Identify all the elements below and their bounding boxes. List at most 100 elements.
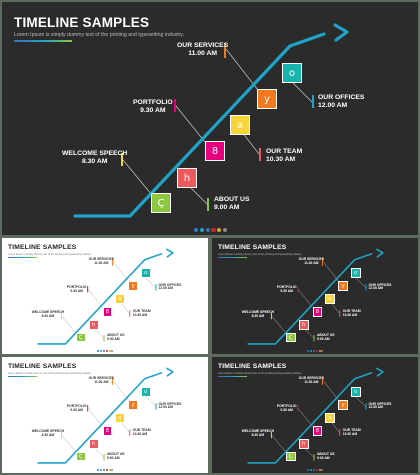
slide-subtitle: Lorem Ipsum is simply dummy text of the … [217,252,302,256]
event-time: 8.30 AM [251,314,265,319]
leader-line [122,159,153,196]
event-label: WELCOME SPEECH 8.30 AM [62,150,127,166]
event-marker [313,335,315,342]
title-accent-rule [7,375,37,377]
pagination-dot[interactable] [97,349,100,352]
pagination-dot[interactable] [102,468,105,471]
event-name: OUR TEAM [342,309,361,314]
slide-thumbnail[interactable]: TIMELINE SAMPLES Lorem Ipsum is simply du… [2,238,208,354]
leader-line [145,277,156,288]
slide-thumbnail[interactable]: TIMELINE SAMPLES Lorem Ipsum is simply du… [212,238,418,354]
event-time: 12.00 AM [158,286,173,291]
pagination-dot[interactable] [318,349,321,352]
event-time: 9.00 AM [214,203,240,211]
event-label: ABOUT US 9.00 AM [317,452,335,461]
event-tile: h [88,320,99,331]
leader-line [322,261,339,282]
leader-line [145,396,156,407]
leader-line [271,435,287,453]
pagination-dot[interactable] [105,468,108,471]
pagination-dot[interactable] [307,468,310,471]
pagination-dot[interactable] [211,228,216,233]
event-tile: h [177,168,197,188]
event-tile: o [282,63,302,83]
leader-line [88,289,103,308]
leader-line [94,447,104,458]
event-name: OUR OFFICES [158,282,182,287]
pagination-dot[interactable] [307,349,310,352]
event-icon: y [264,93,270,105]
slide-subtitle: Lorem Ipsum is simply dummy text of the … [7,371,92,375]
pagination-dot[interactable] [111,468,114,471]
pagination-dot[interactable] [108,349,111,352]
event-label: OUR TEAM 10.30 AM [342,309,361,318]
pagination-dot[interactable] [97,468,100,471]
event-time: 9.00 AM [106,455,120,460]
pagination-dot[interactable] [105,349,108,352]
pagination-dot[interactable] [309,468,312,471]
event-name: OUR OFFICES [318,94,365,101]
slide-thumbnail[interactable]: TIMELINE SAMPLES Lorem Ipsum is simply du… [212,357,418,473]
leader-line [298,408,313,427]
event-label: WELCOME SPEECH 8.30 AM [242,310,274,319]
event-icon: o [144,270,148,277]
event-name: OUR TEAM [266,148,303,155]
leader-line [291,81,313,103]
event-tile: h [298,320,309,331]
event-tile: 8 [102,306,113,317]
pagination-dot[interactable] [217,228,222,233]
arrow-head-icon [376,367,384,377]
leader-line [88,408,103,427]
event-label: PORTFOLIO 9.30 AM [133,99,173,115]
pagination-dot[interactable] [315,468,318,471]
event-tile: 8 [205,141,225,161]
event-label: WELCOME SPEECH 8.30 AM [32,310,64,319]
event-tile: o [350,387,361,398]
event-time: 9.00 AM [106,336,120,341]
pagination-dot[interactable] [315,349,318,352]
slide-dots [97,468,114,471]
event-icon: y [341,283,345,290]
pagination-dot[interactable] [222,228,228,233]
pagination-dot[interactable] [312,349,315,352]
event-icon: o [144,389,148,396]
pagination-dot[interactable] [321,349,324,352]
pagination-dot[interactable] [108,468,111,471]
event-tile: y [338,281,349,291]
arrow-head-icon [166,248,174,258]
event-icon: y [131,283,135,290]
leader-line [355,396,366,407]
event-time: 9.30 AM [140,106,166,114]
event-label: PORTFOLIO 9.30 AM [67,285,87,294]
event-marker [339,429,341,436]
pagination-dot[interactable] [111,349,114,352]
event-marker [121,153,123,166]
pagination-dot[interactable] [205,228,210,233]
event-icon: Ç [289,453,293,460]
event-icon: Ç [79,453,83,460]
event-name: WELCOME SPEECH [62,150,128,157]
pagination-dot[interactable] [102,349,105,352]
event-name: OUR SERVICES [177,42,229,49]
pagination-dot[interactable] [309,349,312,352]
slide-thumbnail[interactable]: TIMELINE SAMPLES Lorem Ipsum is simply du… [2,357,208,473]
pagination-dot[interactable] [312,468,315,471]
pagination-dot[interactable] [99,468,102,471]
event-label: ABOUT US 9.00 AM [317,333,335,342]
leader-line [61,435,77,453]
slide-title: TIMELINE SAMPLES [217,363,287,371]
arrow-head-icon [333,23,349,42]
event-time: 8.30 AM [41,314,55,319]
event-icon: h [183,172,191,184]
pagination-dot[interactable] [194,228,199,233]
pagination-dot[interactable] [99,349,102,352]
pagination-dot[interactable] [321,468,324,471]
leader-line [271,316,287,334]
pagination-dot[interactable] [318,468,321,471]
event-tile: y [128,400,139,410]
event-tile: y [338,400,349,410]
slide-subtitle: Lorem Ipsum is simply dummy text of the … [217,371,302,375]
slide-subtitle: Lorem Ipsum is simply dummy text of the … [14,32,185,38]
pagination-dot[interactable] [199,228,204,233]
event-time: 8.30 AM [81,157,108,165]
